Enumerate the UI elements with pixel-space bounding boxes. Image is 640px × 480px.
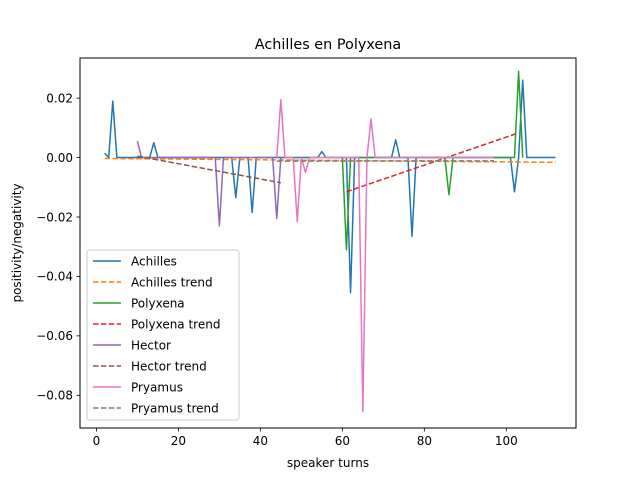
series-line-3 — [346, 132, 519, 193]
x-tick-label: 60 — [335, 434, 350, 448]
x-tick-label: 80 — [417, 434, 432, 448]
y-axis: 0.02 0.00 −0.02 −0.04 −0.06 −0.08 — [36, 91, 80, 403]
legend-box — [86, 249, 240, 421]
series-line-1 — [104, 157, 556, 164]
legend-label-1: Achilles trend — [131, 275, 213, 289]
legend-label-5: Hector trend — [131, 359, 207, 373]
series-line-4 — [136, 141, 282, 227]
legend-label-2: Polyxena — [131, 296, 185, 310]
legend-label-6: Pryamus — [131, 380, 183, 394]
x-axis: 0 20 40 60 80 100 — [93, 428, 518, 448]
plot-frame — [79, 57, 577, 429]
y-tick-label: −0.02 — [36, 210, 73, 224]
x-tick-label: 100 — [495, 434, 518, 448]
y-tick-label: −0.06 — [36, 329, 73, 343]
series-line-6 — [276, 98, 495, 413]
y-tick-label: −0.04 — [36, 270, 73, 284]
legend: Achilles Achilles trend Polyxena Polyxena t… — [86, 249, 240, 421]
y-axis-label: positivity/negativity — [10, 183, 24, 302]
x-tick-label: 20 — [171, 434, 186, 448]
chart-title: Achilles en Polyxena — [255, 37, 401, 53]
legend-label-4: Hector — [131, 338, 171, 352]
plot-area — [104, 70, 556, 413]
legend-label-0: Achilles — [131, 254, 177, 268]
y-tick-label: 0.02 — [46, 91, 73, 105]
series-line-5 — [137, 155, 281, 184]
x-axis-label: speaker turns — [287, 456, 369, 470]
series-line-2 — [341, 70, 524, 251]
x-tick-label: 0 — [93, 434, 101, 448]
y-tick-label: 0.00 — [46, 151, 73, 165]
legend-label-3: Polyxena trend — [131, 317, 220, 331]
x-tick-label: 40 — [253, 434, 268, 448]
legend-label-7: Pryamus trend — [131, 401, 219, 415]
y-tick-label: −0.08 — [36, 389, 73, 403]
